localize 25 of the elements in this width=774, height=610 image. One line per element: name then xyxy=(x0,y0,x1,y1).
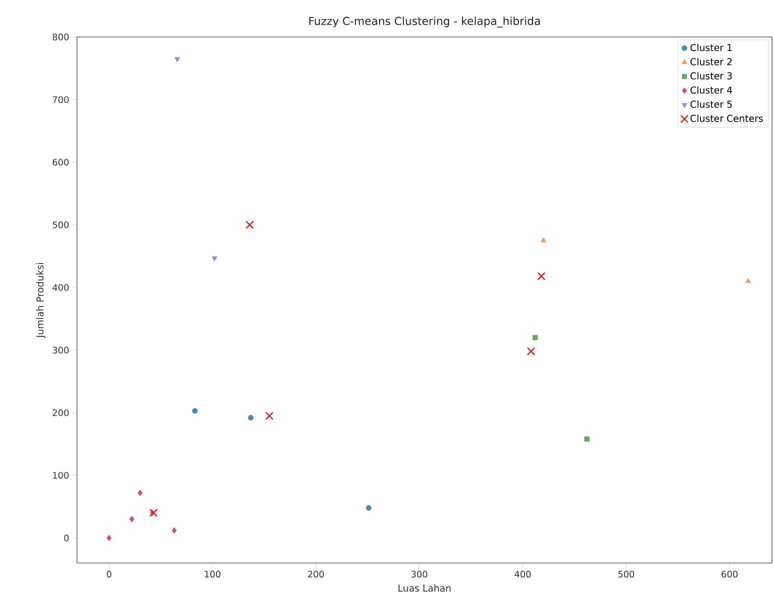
y-tick-label: 300 xyxy=(52,346,69,354)
x-tick-label: 0 xyxy=(106,570,112,578)
x-tick-label: 100 xyxy=(204,570,220,578)
legend-label: Cluster 4 xyxy=(690,86,732,94)
y-tick-label: 400 xyxy=(52,284,69,291)
x-tick-label: 600 xyxy=(722,570,738,578)
x-tick-label: 400 xyxy=(514,570,531,578)
y-axis-title: Jumlah Produksi xyxy=(36,263,46,338)
y-tick-label: 600 xyxy=(52,158,69,166)
legend-label: Cluster 2 xyxy=(690,58,732,66)
y-tick-label: 700 xyxy=(52,96,69,104)
y-tick-label: 500 xyxy=(52,221,69,228)
legend-label: Cluster 5 xyxy=(690,100,732,108)
legend-label: Cluster 3 xyxy=(690,72,732,80)
x-tick-label: 500 xyxy=(618,570,634,578)
y-tick-label: 0 xyxy=(64,534,69,542)
chart-title: Fuzzy C-means Clustering - kelapa_hibrida xyxy=(309,16,540,28)
legend-label: Cluster Centers xyxy=(690,114,763,122)
legend-label: Cluster 1 xyxy=(690,44,732,52)
y-tick-label: 100 xyxy=(53,472,69,479)
y-tick-label: 200 xyxy=(52,409,69,416)
x-axis-title: Luas Lahan xyxy=(398,584,451,592)
y-tick-label: 800 xyxy=(52,34,69,40)
x-tick-label: 200 xyxy=(308,570,324,578)
x-tick-label: 300 xyxy=(411,570,428,578)
